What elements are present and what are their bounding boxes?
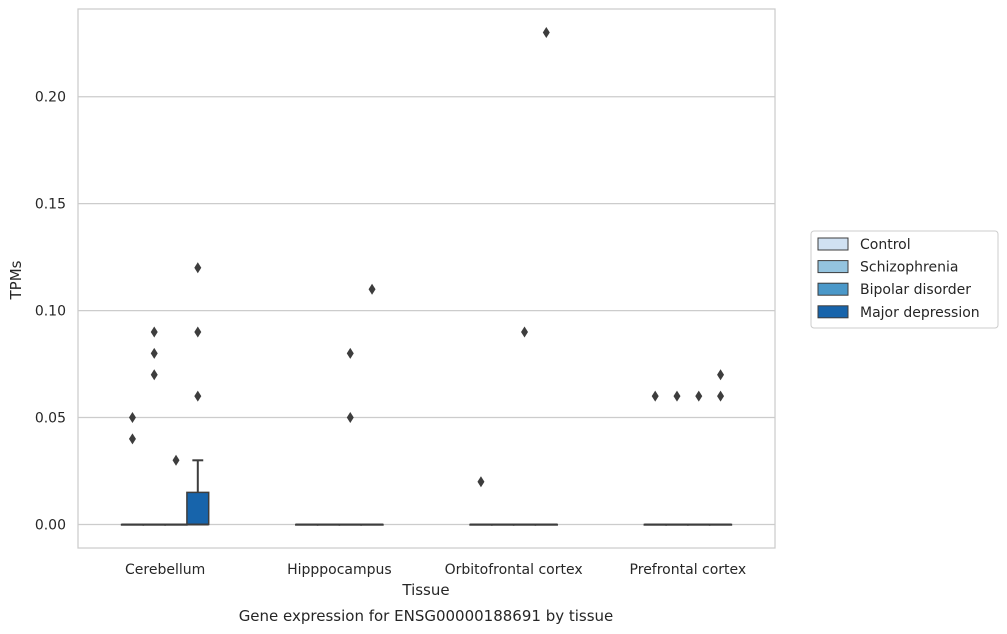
outlier-point bbox=[128, 433, 136, 445]
y-tick-label: 0.15 bbox=[35, 197, 66, 213]
outlier-point bbox=[128, 412, 136, 424]
outlier-point bbox=[542, 27, 550, 39]
legend-swatch bbox=[817, 260, 849, 274]
x-tick-label: Orbitofrontal cortex bbox=[445, 562, 583, 578]
y-tick-label: 0.20 bbox=[35, 90, 66, 106]
y-tick-label: 0.00 bbox=[35, 517, 66, 533]
outlier-point bbox=[150, 347, 158, 359]
y-axis-label: TPMs bbox=[7, 260, 25, 300]
legend-label: Bipolar disorder bbox=[860, 282, 971, 298]
outlier-point bbox=[717, 390, 725, 402]
outlier-point bbox=[651, 390, 659, 402]
x-tick-labels: Cerebellum Hipppocampus Orbitofrontal cort… bbox=[125, 562, 746, 578]
outlier-point bbox=[150, 326, 158, 338]
x-axis-label: Tissue bbox=[401, 581, 449, 599]
outlier-point bbox=[172, 454, 180, 466]
outlier-point bbox=[673, 390, 681, 402]
outlier-point bbox=[521, 326, 529, 338]
legend: Control Schizophrenia Bipolar disorder Majo… bbox=[810, 230, 999, 329]
chart-caption: Gene expression for ENSG00000188691 by t… bbox=[239, 607, 614, 625]
plot-marks bbox=[120, 27, 733, 526]
legend-label: Schizophrenia bbox=[860, 260, 958, 276]
outlier-point bbox=[194, 326, 202, 338]
legend-label: Major depression bbox=[860, 305, 980, 321]
outlier-point bbox=[194, 262, 202, 274]
legend-swatch bbox=[817, 237, 849, 251]
outlier-point bbox=[194, 390, 202, 402]
outlier-point bbox=[717, 369, 725, 381]
legend-items: Control Schizophrenia Bipolar disorder Majo… bbox=[817, 237, 980, 321]
legend-swatch bbox=[817, 305, 849, 319]
outlier-point bbox=[368, 283, 376, 295]
x-tick-label: Cerebellum bbox=[125, 562, 205, 578]
outlier-point bbox=[346, 347, 354, 359]
grid-lines bbox=[78, 96, 775, 526]
outlier-point bbox=[477, 476, 485, 488]
outlier-point bbox=[150, 369, 158, 381]
box bbox=[186, 491, 210, 526]
outlier-point bbox=[695, 390, 703, 402]
legend-swatch bbox=[817, 282, 849, 296]
x-tick-label: Hipppocampus bbox=[287, 562, 392, 578]
outlier-point bbox=[346, 412, 354, 424]
y-tick-label: 0.05 bbox=[35, 411, 66, 427]
legend-label: Control bbox=[860, 237, 911, 253]
plot-frame bbox=[77, 8, 776, 549]
y-tick-label: 0.10 bbox=[35, 304, 66, 320]
x-tick-label: Prefrontal cortex bbox=[630, 562, 747, 578]
y-tick-labels: 0.00 0.05 0.10 0.15 0.20 bbox=[35, 90, 66, 534]
legend-frame bbox=[810, 230, 999, 329]
